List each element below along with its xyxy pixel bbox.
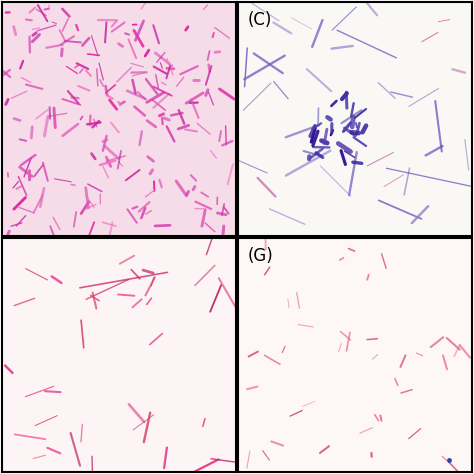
Text: (C): (C): [247, 11, 272, 29]
Text: (G): (G): [247, 247, 273, 265]
